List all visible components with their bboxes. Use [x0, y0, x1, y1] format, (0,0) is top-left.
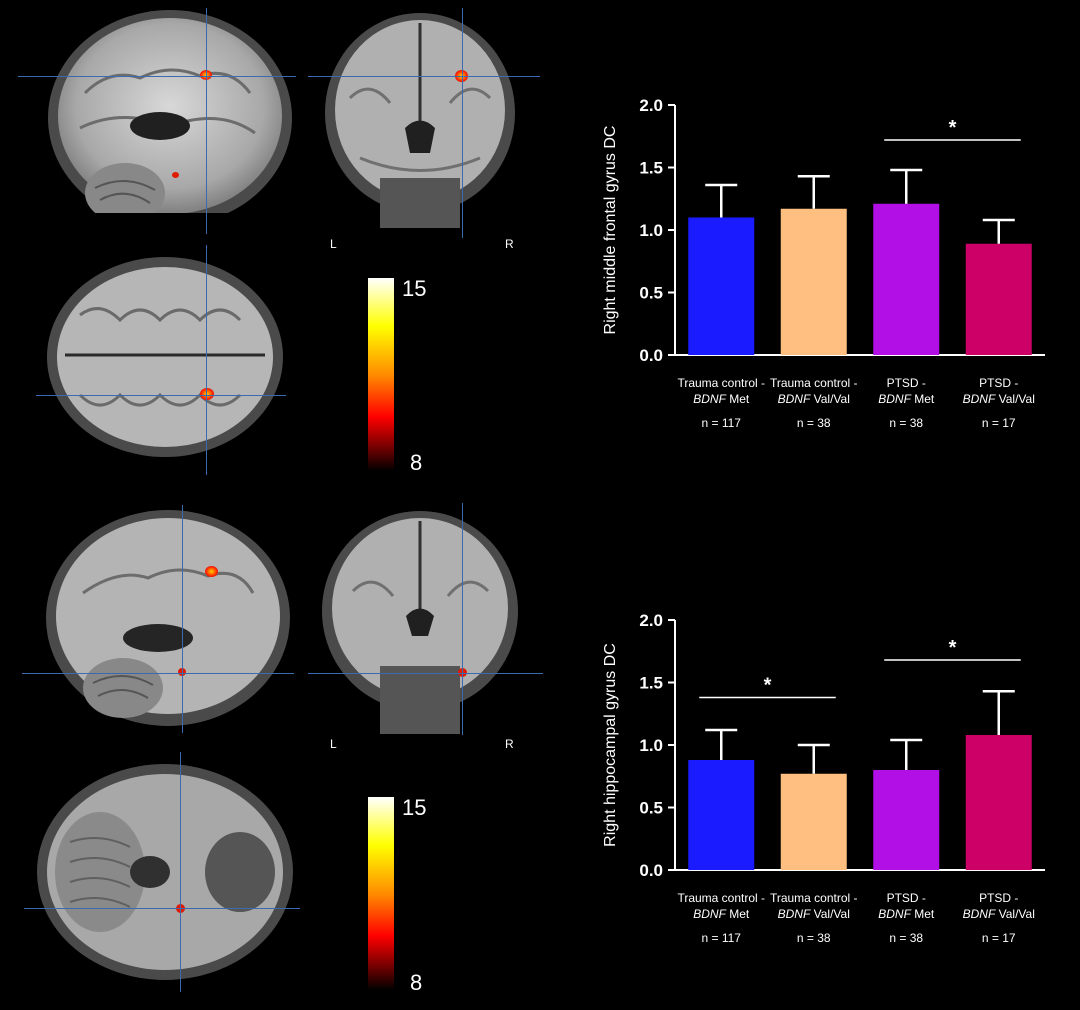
allele-label: Met — [726, 392, 750, 406]
colorbar-max-label: 15 — [402, 276, 427, 301]
crosshair-horizontal — [22, 673, 294, 674]
category-label: Trauma control - — [770, 376, 858, 390]
y-tick-label: 0.0 — [639, 861, 663, 880]
crosshair-vertical — [182, 505, 183, 733]
category-label: BDNF Val/Val — [963, 907, 1035, 921]
allele-label: Met — [726, 907, 750, 921]
colorbar-bottom — [368, 797, 394, 990]
gene-label: BDNF — [963, 392, 996, 406]
crosshair-horizontal — [36, 395, 286, 396]
bar — [688, 760, 755, 870]
category-label: BDNF Met — [878, 907, 935, 921]
y-axis-label: Right middle frontal gyrus DC — [602, 126, 619, 335]
allele-label: Met — [911, 907, 935, 921]
y-tick-label: 1.0 — [639, 736, 663, 755]
left-label: L — [330, 737, 337, 751]
bar — [873, 770, 940, 870]
sample-size-label: n = 38 — [889, 416, 923, 430]
colorbar-max-label: 15 — [402, 795, 427, 820]
category-label: BDNF Val/Val — [963, 392, 1035, 406]
coronal-slice-bottom — [318, 506, 523, 734]
category-label: BDNF Met — [693, 392, 750, 406]
significance-star: * — [949, 637, 957, 659]
category-label: BDNF Met — [878, 392, 935, 406]
sagittal-slice-bottom — [38, 508, 296, 733]
colorbar-top — [368, 278, 394, 471]
y-tick-label: 1.0 — [639, 221, 663, 240]
colorbar-min-label: 8 — [410, 970, 423, 995]
y-tick-label: 1.5 — [639, 159, 663, 178]
crosshair-horizontal — [24, 908, 300, 909]
category-label: PTSD - — [979, 891, 1018, 905]
gene-label: BDNF — [693, 392, 726, 406]
bar — [780, 773, 847, 870]
allele-label: Met — [911, 392, 935, 406]
bar — [965, 243, 1032, 355]
axial-slice-top — [40, 245, 290, 475]
y-tick-label: 1.5 — [639, 674, 663, 693]
category-label: BDNF Met — [693, 907, 750, 921]
colorbar-min-label: 8 — [410, 450, 423, 475]
sample-size-label: n = 17 — [982, 931, 1016, 945]
y-tick-label: 2.0 — [639, 96, 663, 115]
crosshair-horizontal — [308, 673, 543, 674]
y-tick-label: 0.0 — [639, 346, 663, 365]
category-label: PTSD - — [887, 891, 926, 905]
category-label: BDNF Val/Val — [778, 392, 850, 406]
category-label: Trauma control - — [677, 376, 765, 390]
gene-label: BDNF — [778, 392, 811, 406]
gene-label: BDNF — [878, 907, 911, 921]
activation-blob — [172, 172, 179, 178]
sagittal-slice-top — [30, 8, 298, 234]
significance-star: * — [949, 117, 957, 139]
gene-label: BDNF — [693, 907, 726, 921]
chart-hippocampal-gyrus: 0.0 0.5 1.0 1.5 2.0 Right hippocampal gyrus D… — [590, 605, 1060, 965]
bar — [688, 217, 755, 355]
coronal-slice-top — [320, 8, 520, 236]
y-tick-label: 0.5 — [639, 799, 663, 818]
sample-size-label: n = 17 — [982, 416, 1016, 430]
sample-size-label: n = 117 — [702, 931, 742, 945]
category-label: PTSD - — [979, 376, 1018, 390]
gene-label: BDNF — [778, 907, 811, 921]
chart-middle-frontal-gyrus: 0.0 0.5 1.0 1.5 2.0 Right middle frontal gyru… — [590, 90, 1060, 450]
category-label: Trauma control - — [770, 891, 858, 905]
activation-blob — [200, 388, 214, 400]
activation-blob — [205, 566, 218, 577]
crosshair-vertical — [462, 503, 463, 735]
y-tick-label: 0.5 — [639, 284, 663, 303]
y-tick-label: 2.0 — [639, 611, 663, 630]
y-axis-label: Right hippocampal gyrus DC — [602, 643, 619, 847]
gene-label: BDNF — [878, 392, 911, 406]
allele-label: Val/Val — [995, 392, 1035, 406]
crosshair-vertical — [462, 8, 463, 238]
category-label: BDNF Val/Val — [778, 907, 850, 921]
bar — [873, 203, 940, 355]
sample-size-label: n = 117 — [702, 416, 742, 430]
right-label: R — [505, 737, 514, 751]
gene-label: BDNF — [963, 907, 996, 921]
allele-label: Val/Val — [810, 907, 850, 921]
axial-slice-bottom — [30, 752, 300, 992]
sample-size-label: n = 38 — [797, 416, 831, 430]
crosshair-vertical — [206, 245, 207, 475]
crosshair-vertical — [180, 752, 181, 992]
bar — [965, 735, 1032, 870]
significance-star: * — [764, 675, 772, 697]
crosshair-horizontal — [18, 76, 296, 77]
allele-label: Val/Val — [995, 907, 1035, 921]
sample-size-label: n = 38 — [889, 931, 923, 945]
left-label: L — [330, 237, 337, 251]
category-label: PTSD - — [887, 376, 926, 390]
crosshair-vertical — [206, 8, 207, 234]
right-label: R — [505, 237, 514, 251]
allele-label: Val/Val — [810, 392, 850, 406]
crosshair-horizontal — [308, 76, 540, 77]
category-label: Trauma control - — [677, 891, 765, 905]
bar — [780, 208, 847, 355]
sample-size-label: n = 38 — [797, 931, 831, 945]
